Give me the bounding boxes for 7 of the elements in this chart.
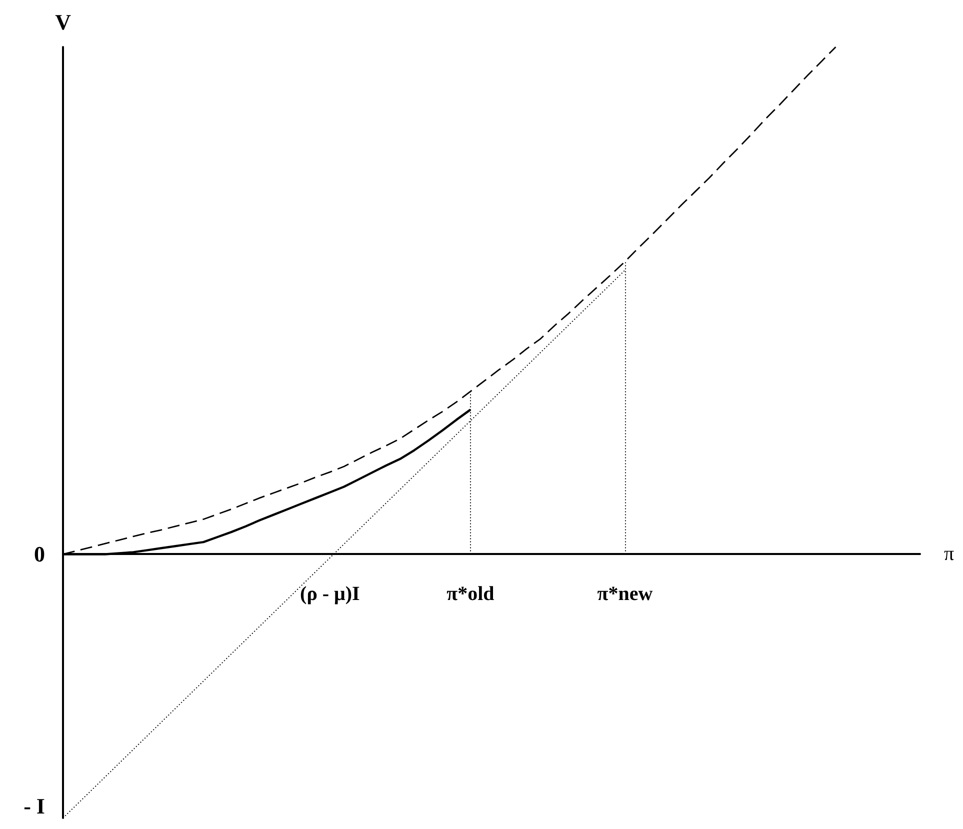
text: 0 [34, 542, 45, 567]
y-axis-title: V [55, 10, 72, 34]
x-tick-label: π*old [446, 583, 494, 606]
x-axis-title: π [944, 543, 954, 566]
x-tick-label: π*new [597, 583, 654, 606]
text: - I [24, 794, 45, 818]
x-tick-label: (ρ - μ)I [300, 583, 360, 606]
